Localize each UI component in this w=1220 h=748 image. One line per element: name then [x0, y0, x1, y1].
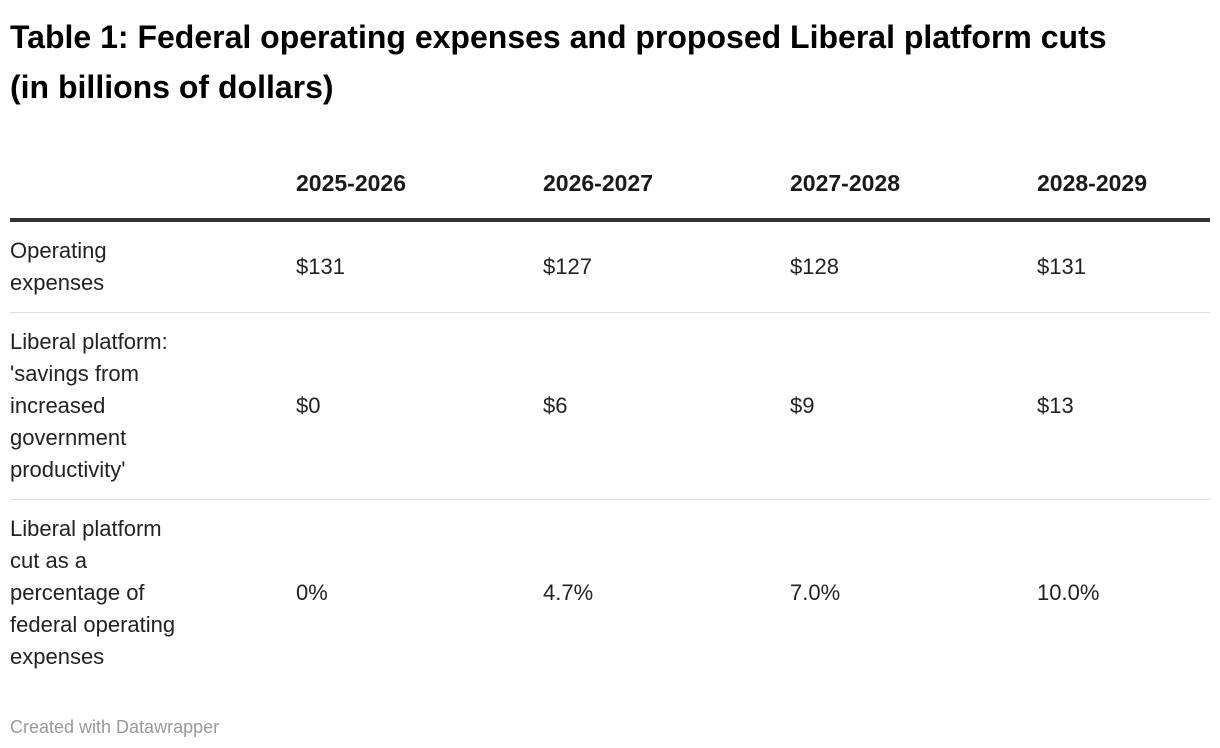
- row-label-cut-percentage: Liberal platform cut as a percentage of …: [10, 500, 296, 687]
- table-row-platform-savings: Liberal platform: 'savings from increase…: [10, 312, 1210, 500]
- data-table: 2025-2026 2026-2027 2027-2028 2028-2029 …: [10, 152, 1210, 686]
- cell-cut-percentage-2027: 7.0%: [790, 580, 841, 605]
- row-label-text: Operating expenses: [10, 238, 107, 295]
- cell-platform-savings-2027: $9: [790, 312, 1037, 500]
- column-header-2027-2028: 2027-2028: [790, 152, 1037, 222]
- table-row-operating-expenses: Operating expenses $131 $127 $128 $131: [10, 220, 1210, 313]
- cell-operating-expenses-2026: $127: [543, 220, 790, 313]
- cell-platform-savings-2026: $6: [543, 312, 790, 500]
- cell-operating-expenses-2027: $128: [790, 220, 1037, 313]
- table-row-cut-percentage: Liberal platform cut as a percentage of …: [10, 500, 1210, 687]
- cell-platform-savings-2025: $0: [296, 312, 543, 500]
- cell-cut-percentage-2028: 10.0%: [1037, 580, 1100, 605]
- column-header-2026-2027: 2026-2027: [543, 152, 790, 222]
- datawrapper-attribution-link[interactable]: Created with Datawrapper: [10, 717, 220, 737]
- column-header-2025-2026: 2025-2026: [296, 152, 543, 222]
- corner-cell: [10, 152, 296, 222]
- row-label-text: Liberal platform cut as a percentage of …: [10, 516, 176, 669]
- header-row: 2025-2026 2026-2027 2027-2028 2028-2029: [10, 152, 1210, 222]
- cell-cut-percentage-2025: 0%: [296, 580, 328, 605]
- cell-cut-percentage-2026: 4.7%: [543, 580, 594, 605]
- row-label-text: Liberal platform: 'savings from increase…: [10, 329, 168, 482]
- column-header-2028-2029: 2028-2029: [1037, 152, 1210, 222]
- chart-title: Table 1: Federal operating expenses and …: [10, 19, 1107, 105]
- cell-operating-expenses-2028: $131: [1037, 220, 1210, 313]
- cell-operating-expenses-2025: $131: [296, 220, 543, 313]
- row-label-operating-expenses: Operating expenses: [10, 220, 296, 313]
- row-label-platform-savings: Liberal platform: 'savings from increase…: [10, 312, 296, 500]
- cell-platform-savings-2028: $13: [1037, 312, 1210, 500]
